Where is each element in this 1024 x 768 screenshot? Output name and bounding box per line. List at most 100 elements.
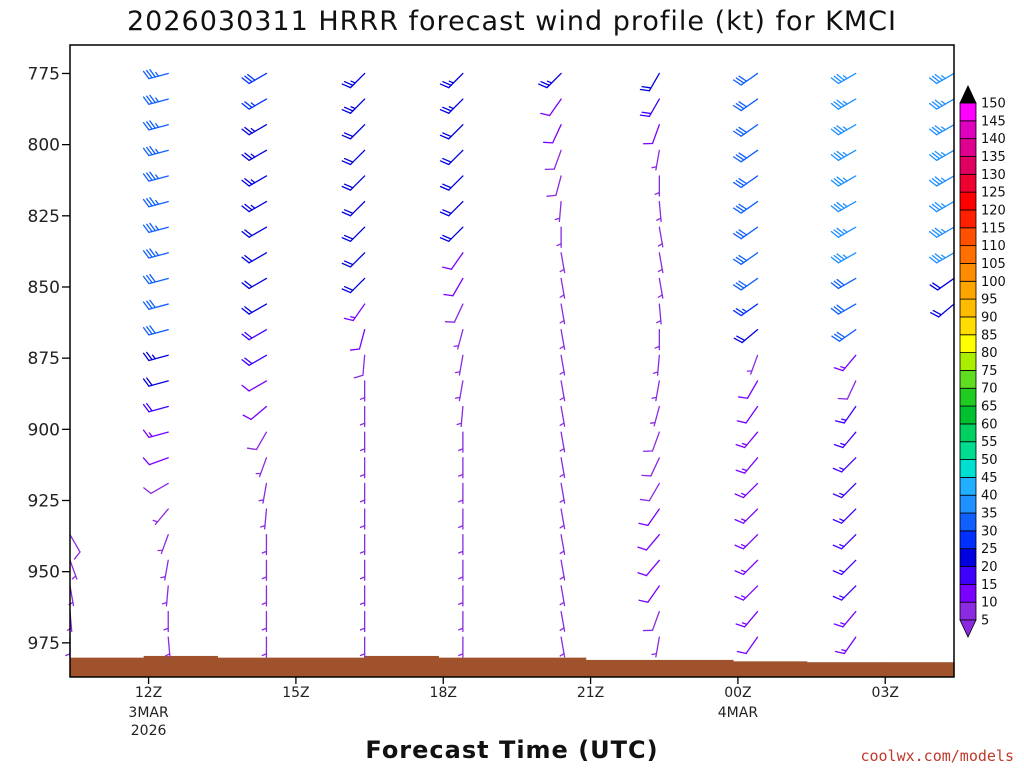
wind-barb <box>656 303 662 325</box>
wind-barb <box>458 431 464 453</box>
wind-barb <box>241 98 268 110</box>
wind-barb <box>830 200 857 213</box>
wind-barb <box>928 98 955 110</box>
wind-barb <box>559 482 566 504</box>
wind-barb <box>559 610 566 632</box>
wind-barb <box>554 200 562 223</box>
y-tick-label: 875 <box>28 349 60 369</box>
wind-barb <box>928 200 955 213</box>
wind-barb <box>359 508 366 530</box>
wind-barb <box>638 585 660 603</box>
colorbar-label: 30 <box>981 524 998 539</box>
wind-barb <box>341 175 366 191</box>
wind-barb <box>928 149 955 161</box>
y-tick-label: 900 <box>28 420 60 440</box>
colorbar-swatch <box>959 227 977 247</box>
wind-barb <box>732 303 759 317</box>
wind-barb <box>559 431 566 453</box>
wind-barb <box>241 354 268 366</box>
wind-barb <box>733 329 759 344</box>
plot-border <box>69 44 955 678</box>
wind-barb <box>458 482 464 505</box>
wind-barb <box>732 149 759 163</box>
wind-barb <box>830 226 857 238</box>
wind-barb <box>142 248 169 259</box>
colorbar-label: 35 <box>981 507 998 522</box>
wind-barb <box>359 457 366 479</box>
wind-barb <box>439 226 464 242</box>
colorbar-max-arrow <box>959 85 977 104</box>
wind-barb <box>142 222 169 234</box>
colorbar-label: 120 <box>981 203 1006 218</box>
wind-barb <box>832 508 857 524</box>
wind-barb <box>735 457 759 474</box>
wind-barb <box>163 610 169 633</box>
y-tick-label: 775 <box>28 64 60 84</box>
wind-barb <box>359 534 366 556</box>
wind-barb <box>165 636 171 658</box>
wind-barb <box>639 98 660 118</box>
wind-barb <box>241 175 268 187</box>
wind-barb <box>142 377 169 387</box>
wind-barb <box>832 585 857 601</box>
wind-barb <box>559 508 566 530</box>
wind-barb <box>69 534 81 560</box>
colorbar-label: 55 <box>981 435 998 450</box>
wind-barb <box>69 559 78 580</box>
credit-text: coolwx.com/models <box>860 747 1014 765</box>
x-tick-label: 00Z <box>724 685 751 701</box>
wind-barb <box>559 636 566 658</box>
colorbar-label: 105 <box>981 257 1006 272</box>
ground-segment <box>659 659 734 677</box>
wind-barb <box>241 200 268 213</box>
wind-barb <box>657 252 664 274</box>
wind-barb <box>241 380 268 392</box>
colorbar-label: 85 <box>981 328 998 343</box>
wind-barb <box>559 277 566 299</box>
wind-barb <box>142 145 169 157</box>
colorbar-swatch <box>959 423 977 443</box>
speed-colorbar: 5 10 15 20 25 30 35 40 45 50 55 60 65 70 75 80 85 90 95 100… <box>959 85 1006 638</box>
y-tick-label: 975 <box>28 634 60 654</box>
wind-barb <box>142 120 169 131</box>
wind-barb <box>732 252 759 265</box>
colorbar-swatch <box>959 583 977 603</box>
wind-barb <box>142 171 169 182</box>
colorbar-label: 90 <box>981 310 998 325</box>
wind-barb <box>341 252 366 268</box>
wind-barb <box>341 200 366 217</box>
wind-barb <box>359 610 366 633</box>
colorbar-swatch <box>959 280 977 300</box>
plot-frame <box>69 44 955 678</box>
wind-barb <box>458 585 464 607</box>
ground-segment <box>143 655 218 677</box>
ground-segment <box>438 657 513 677</box>
y-tick-label: 850 <box>28 278 60 298</box>
colorbar-swatch <box>959 209 977 229</box>
wind-barb <box>341 124 366 140</box>
wind-barb <box>241 72 268 85</box>
wind-barb <box>928 252 955 264</box>
colorbar-min-arrow <box>959 619 977 638</box>
wind-barb <box>654 329 660 351</box>
ground-segment <box>585 659 660 677</box>
wind-barb <box>544 149 562 171</box>
wind-barb <box>830 149 857 161</box>
wind-barb <box>559 380 566 402</box>
wind-barb <box>359 559 366 581</box>
wind-barb <box>830 124 857 136</box>
wind-barb <box>559 534 566 556</box>
wind-barb <box>543 124 562 144</box>
wind-barb <box>651 380 660 402</box>
wind-barb <box>654 175 660 197</box>
wind-barb <box>359 585 366 607</box>
colorbar-swatch <box>959 459 977 478</box>
wind-barb <box>341 226 366 242</box>
wind-barb <box>831 329 857 342</box>
wind-barb <box>458 610 464 633</box>
colorbar-label: 95 <box>981 293 998 308</box>
wind-barb <box>559 559 566 581</box>
wind-barb <box>639 72 660 92</box>
wind-barb <box>341 277 366 294</box>
colorbar-swatch <box>959 191 977 211</box>
